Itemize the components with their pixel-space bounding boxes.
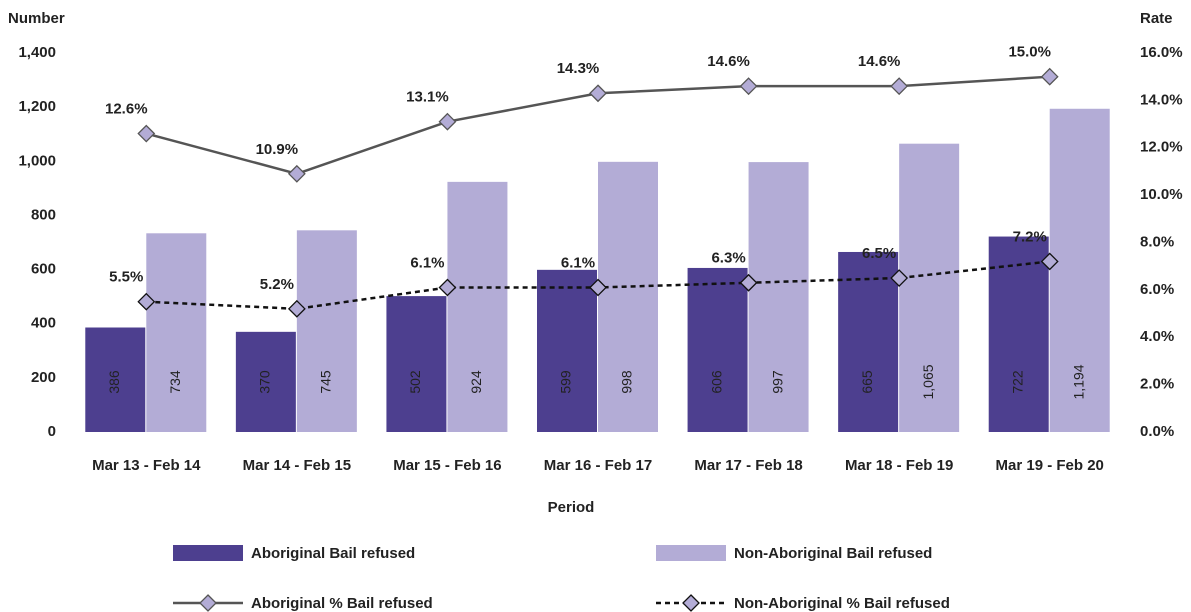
bar-value-label: 665 xyxy=(859,370,875,394)
bar xyxy=(386,296,447,432)
line-value-label: 7.2% xyxy=(1013,228,1047,245)
x-tick-label: Mar 18 - Feb 19 xyxy=(845,457,953,474)
bar xyxy=(988,236,1049,432)
y2-tick-label: 0.0% xyxy=(1140,423,1174,440)
bar-value-label: 1,065 xyxy=(920,364,936,399)
line-value-label: 13.1% xyxy=(406,89,449,106)
line-marker xyxy=(287,164,306,183)
legend-marker xyxy=(199,594,217,612)
y2-tick-label: 6.0% xyxy=(1140,281,1174,298)
x-tick-label: Mar 17 - Feb 18 xyxy=(694,457,802,474)
line-value-label: 14.6% xyxy=(707,53,750,70)
bar xyxy=(748,162,809,433)
x-tick-label: Mar 14 - Feb 15 xyxy=(243,457,351,474)
line-marker xyxy=(438,278,457,297)
line-marker xyxy=(739,273,758,292)
bar xyxy=(899,143,960,433)
y-axis-title: Number xyxy=(8,10,65,27)
y-tick-label: 0 xyxy=(48,423,56,440)
x-tick-label: Mar 13 - Feb 14 xyxy=(92,457,201,474)
x-axis-title: Period xyxy=(548,499,595,516)
legend-label: Non-Aboriginal Bail refused xyxy=(734,545,932,562)
bar-value-label: 606 xyxy=(708,370,724,394)
legend-label: Aboriginal Bail refused xyxy=(251,545,415,562)
y-tick-label: 800 xyxy=(31,206,56,223)
y2-tick-label: 12.0% xyxy=(1140,139,1183,156)
line-marker xyxy=(137,292,156,311)
line-marker xyxy=(287,299,306,318)
line-value-label: 5.2% xyxy=(260,276,294,293)
line-value-label: 6.1% xyxy=(561,254,595,271)
bar-value-label: 502 xyxy=(407,370,423,394)
legend-marker xyxy=(682,594,700,612)
bar xyxy=(296,230,357,432)
bar xyxy=(598,161,658,432)
legend-label: Aboriginal % Bail refused xyxy=(251,595,433,612)
bar xyxy=(687,267,748,432)
line-marker xyxy=(438,112,457,131)
y-tick-label: 200 xyxy=(31,369,56,386)
bar-value-label: 924 xyxy=(468,370,484,394)
x-tick-label: Mar 15 - Feb 16 xyxy=(393,457,501,474)
y2-tick-label: 4.0% xyxy=(1140,328,1174,345)
bar-value-label: 722 xyxy=(1009,370,1025,394)
bar-value-label: 386 xyxy=(106,370,122,394)
legend-swatch xyxy=(173,545,243,561)
y2-axis-title: Rate xyxy=(1140,10,1173,27)
x-tick-label: Mar 19 - Feb 20 xyxy=(996,457,1104,474)
bar-value-label: 599 xyxy=(558,370,574,394)
y2-tick-label: 10.0% xyxy=(1140,186,1183,203)
bar-value-label: 997 xyxy=(769,370,785,394)
line-value-label: 6.1% xyxy=(410,254,444,271)
line-value-label: 14.3% xyxy=(557,60,600,77)
bar-value-label: 998 xyxy=(619,370,635,394)
line-value-label: 6.3% xyxy=(711,250,745,267)
y2-tick-label: 8.0% xyxy=(1140,233,1174,250)
y-tick-label: 400 xyxy=(31,315,56,332)
bar-value-label: 734 xyxy=(167,370,183,394)
line-marker xyxy=(890,77,909,96)
bar xyxy=(85,327,146,432)
line-marker xyxy=(589,84,607,103)
bar-value-label: 745 xyxy=(318,370,334,394)
bar xyxy=(146,233,207,432)
line-marker xyxy=(589,278,607,297)
y2-tick-label: 2.0% xyxy=(1140,376,1174,393)
x-tick-label: Mar 16 - Feb 17 xyxy=(544,457,652,474)
bar-value-label: 1,194 xyxy=(1070,364,1086,399)
legend-label: Non-Aboriginal % Bail refused xyxy=(734,595,950,612)
y2-tick-label: 14.0% xyxy=(1140,91,1183,108)
bar xyxy=(1049,108,1110,432)
line-marker xyxy=(137,124,156,143)
line-marker xyxy=(890,269,909,287)
line-value-label: 12.6% xyxy=(105,101,148,118)
y-tick-label: 1,000 xyxy=(18,152,56,169)
line-value-label: 5.5% xyxy=(109,269,143,286)
bar xyxy=(235,331,296,432)
line-marker xyxy=(739,77,758,96)
y-tick-label: 1,400 xyxy=(18,44,56,61)
y-tick-label: 1,200 xyxy=(18,98,56,115)
bar xyxy=(537,269,597,432)
bar xyxy=(838,251,899,432)
legend-swatch xyxy=(656,545,726,561)
line-marker xyxy=(1040,67,1059,86)
y-tick-label: 600 xyxy=(31,261,56,278)
line-value-label: 6.5% xyxy=(862,245,896,262)
line-value-label: 14.6% xyxy=(858,53,901,70)
line-value-label: 15.0% xyxy=(1008,44,1051,61)
line-value-label: 10.9% xyxy=(256,141,299,158)
y2-tick-label: 16.0% xyxy=(1140,44,1183,61)
line-marker xyxy=(1040,252,1059,271)
bar xyxy=(447,181,508,432)
bar-value-label: 370 xyxy=(257,370,273,394)
